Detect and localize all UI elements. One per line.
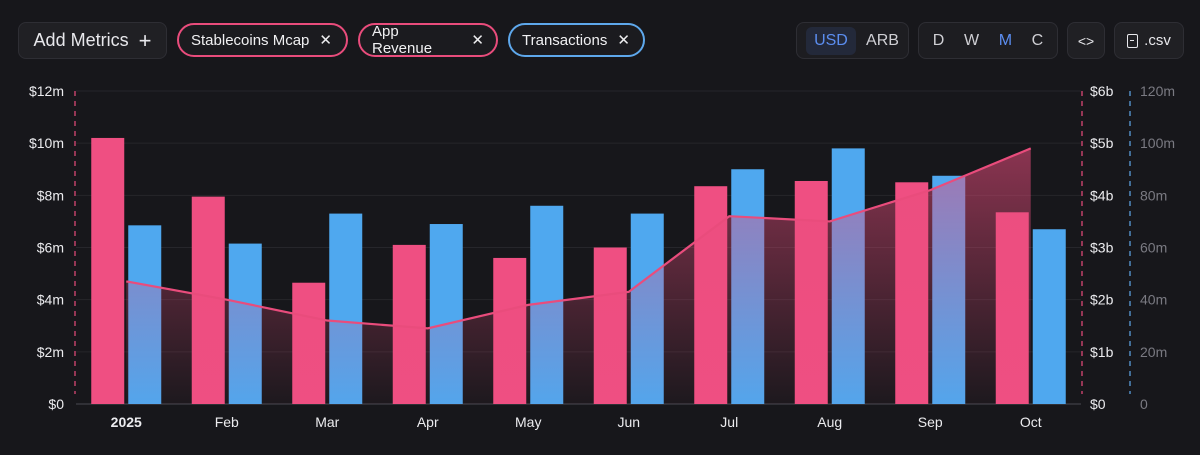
toolbar: Add Metrics + Stablecoins Mcap ✕ App Rev… xyxy=(0,0,1200,80)
x-tick-label: Aug xyxy=(817,414,842,430)
metric-pill-label: Stablecoins Mcap xyxy=(191,31,310,49)
right-tick-label-mcap: $2b xyxy=(1090,292,1114,308)
metric-pill-label: Transactions xyxy=(522,31,608,49)
x-tick-label: Mar xyxy=(315,414,339,430)
left-tick-label: $2m xyxy=(37,344,64,360)
x-tick-label: Feb xyxy=(215,414,239,430)
x-tick-label: Jun xyxy=(617,414,640,430)
add-metrics-label: Add Metrics xyxy=(33,30,129,50)
x-tick-label: Oct xyxy=(1020,414,1042,430)
metric-pill-app-revenue[interactable]: App Revenue ✕ xyxy=(358,23,498,57)
x-tick-label: Sep xyxy=(918,414,943,430)
right-tick-label-mcap: $6b xyxy=(1090,83,1114,99)
right-tick-label-mcap: $5b xyxy=(1090,135,1114,151)
x-tick-label: Jul xyxy=(720,414,738,430)
close-icon[interactable]: ✕ xyxy=(319,31,332,49)
embed-button[interactable]: <> xyxy=(1067,22,1105,59)
csv-label: .csv xyxy=(1144,32,1171,49)
plus-icon: + xyxy=(138,27,152,53)
bar-app-revenue xyxy=(91,137,125,404)
right-tick-label-transactions: 40m xyxy=(1140,292,1167,308)
x-tick-label: 2025 xyxy=(111,414,142,430)
right-tick-label-transactions: 80m xyxy=(1140,187,1167,203)
period-option-w[interactable]: W xyxy=(963,31,980,49)
left-tick-label: $10m xyxy=(29,135,64,151)
period-toggle: D W M C xyxy=(918,22,1058,59)
tick-labels: $0 $2m $4m $6m $8m $10m $12m $0 $1b $2b $3b $4b $5b $… xyxy=(29,83,1175,430)
right-tick-label-transactions: 60m xyxy=(1140,240,1167,256)
right-tick-label-mcap: $0 xyxy=(1090,396,1106,412)
left-tick-label: $12m xyxy=(29,83,64,99)
area-fill-stablecoins-mcap xyxy=(126,148,1031,404)
currency-option-usd[interactable]: USD xyxy=(806,26,856,55)
x-tick-label: May xyxy=(515,414,541,430)
right-tick-label-mcap: $1b xyxy=(1090,344,1114,360)
left-tick-label: $8m xyxy=(37,187,64,203)
period-option-d[interactable]: D xyxy=(932,31,945,49)
csv-download-button[interactable]: .csv xyxy=(1114,22,1184,59)
area-series xyxy=(126,147,1032,404)
line-stablecoins-mcap xyxy=(126,147,1032,330)
close-icon[interactable]: ✕ xyxy=(471,31,484,49)
file-download-icon xyxy=(1127,33,1139,48)
code-icon: <> xyxy=(1077,32,1095,49)
right-tick-label-transactions: 100m xyxy=(1140,135,1175,151)
metric-pill-label: App Revenue xyxy=(372,23,433,57)
close-icon[interactable]: ✕ xyxy=(617,31,630,49)
currency-toggle: USD ARB xyxy=(796,22,909,59)
right-tick-label-mcap: $4b xyxy=(1090,187,1114,203)
left-tick-label: $0 xyxy=(48,396,64,412)
bar-transactions xyxy=(1032,229,1066,404)
metric-pill-transactions[interactable]: Transactions ✕ xyxy=(508,23,645,57)
period-option-c[interactable]: C xyxy=(1031,31,1044,49)
right-tick-label-transactions: 20m xyxy=(1140,344,1167,360)
period-option-m[interactable]: M xyxy=(998,31,1013,49)
currency-option-arb[interactable]: ARB xyxy=(866,31,899,49)
left-tick-label: $6m xyxy=(37,240,64,256)
left-tick-label: $4m xyxy=(37,292,64,308)
x-tick-label: Apr xyxy=(417,414,439,430)
add-metrics-button[interactable]: Add Metrics + xyxy=(18,22,167,59)
axis-lines xyxy=(74,91,1131,394)
right-tick-label-mcap: $3b xyxy=(1090,240,1114,256)
right-tick-label-transactions: 0 xyxy=(1140,396,1148,412)
right-tick-label-transactions: 120m xyxy=(1140,83,1175,99)
metric-pill-stablecoins-mcap[interactable]: Stablecoins Mcap ✕ xyxy=(177,23,348,57)
